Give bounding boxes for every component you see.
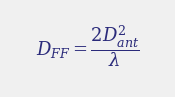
Text: $D_{FF} = \dfrac{2D_{ant}^{2}}{\lambda}$: $D_{FF} = \dfrac{2D_{ant}^{2}}{\lambda}$ — [36, 24, 139, 69]
